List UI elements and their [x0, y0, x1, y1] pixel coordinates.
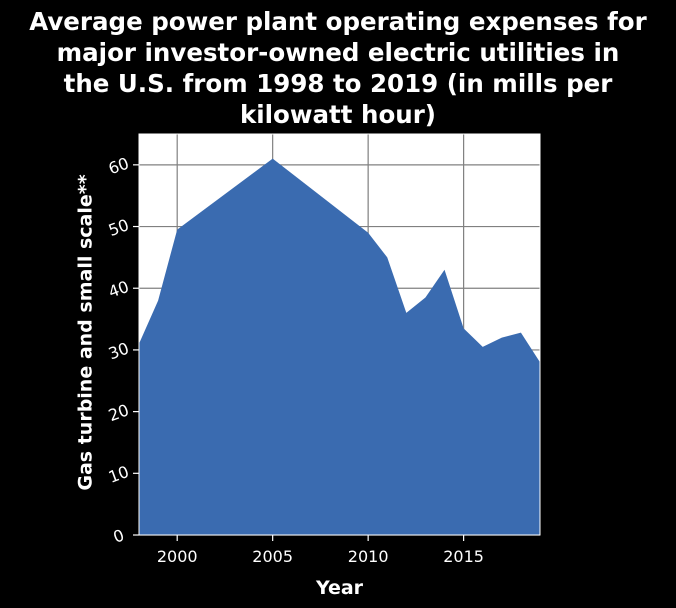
x-tick-label-2000: 2000	[157, 547, 198, 566]
chart-title-line-2: major investor-owned electric utilities …	[56, 38, 620, 67]
y-tick-label-60: 60	[106, 153, 132, 178]
y-tick-label-20: 20	[106, 400, 132, 425]
x-axis-label: Year	[315, 577, 364, 599]
y-tick-label-10: 10	[106, 462, 132, 487]
chart-title-line-3: the U.S. from 1998 to 2019 (in mills per	[63, 69, 613, 98]
chart-title-line-4: kilowatt hour)	[239, 100, 437, 129]
plot-border	[138, 133, 541, 536]
x-tick-label-2015: 2015	[443, 547, 484, 566]
chart-title-line-1: Average power plant operating expenses f…	[29, 7, 647, 36]
x-tick-label-2005: 2005	[252, 547, 293, 566]
y-tick-label-40: 40	[106, 277, 132, 302]
y-tick-label-0: 0	[111, 525, 127, 546]
y-axis-label: Gas turbine and small scale**	[75, 174, 97, 490]
area-series	[139, 158, 540, 535]
y-tick-label-30: 30	[106, 339, 132, 364]
x-tick-label-2010: 2010	[348, 547, 389, 566]
y-tick-label-50: 50	[106, 215, 132, 240]
